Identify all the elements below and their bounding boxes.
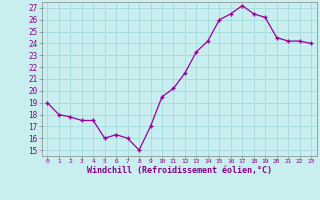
X-axis label: Windchill (Refroidissement éolien,°C): Windchill (Refroidissement éolien,°C) [87,166,272,175]
